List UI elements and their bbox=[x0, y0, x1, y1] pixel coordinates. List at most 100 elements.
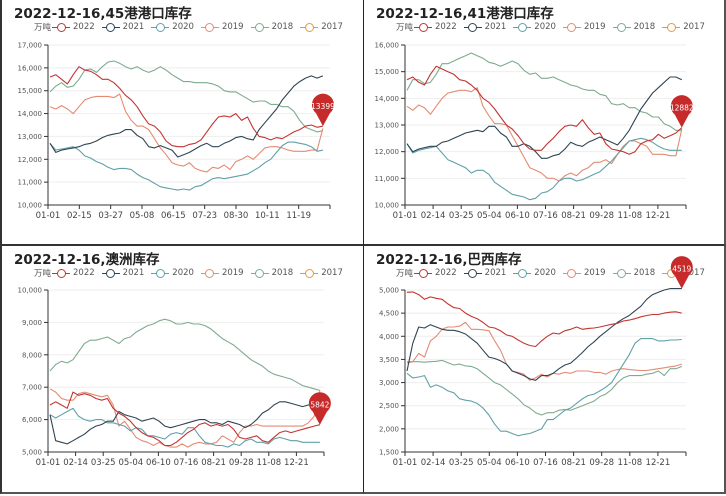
x-tick-label: 03-25 bbox=[449, 458, 474, 468]
markpoint-pin[interactable]: 12882 bbox=[670, 95, 694, 128]
legend-item-2021[interactable]: 2021 bbox=[463, 22, 506, 32]
legend-item-2020[interactable]: 2020 bbox=[151, 22, 194, 32]
chart-panel-45-ports: 2022-12-16,45港港口库存 万吨 2022 2021 2020 2019 201… bbox=[0, 0, 364, 246]
legend-label: 2019 bbox=[221, 22, 244, 32]
series-line-2022 bbox=[406, 291, 682, 348]
x-tick-label: 01-01 bbox=[36, 458, 61, 468]
legend-item-2020[interactable]: 2020 bbox=[151, 268, 194, 278]
x-tick-label: 11-19 bbox=[286, 211, 311, 221]
series-line-2018 bbox=[49, 60, 324, 133]
y-tick-label: 14,000 bbox=[375, 95, 400, 103]
x-tick-label: 05-04 bbox=[477, 458, 502, 468]
x-tick-label: 05-08 bbox=[130, 211, 155, 221]
x-tick-label: 05-04 bbox=[477, 211, 502, 221]
y-tick-label: 12,000 bbox=[18, 156, 43, 164]
x-tick-label: 10-11 bbox=[255, 211, 280, 221]
legend-label: 2018 bbox=[271, 22, 294, 32]
legend-item-2019[interactable]: 2019 bbox=[200, 268, 244, 278]
x-tick-label: 11-08 bbox=[617, 211, 642, 221]
y-tick-label: 11,000 bbox=[375, 175, 400, 183]
legend-marker-icon bbox=[151, 22, 170, 32]
legend-marker-icon bbox=[52, 22, 71, 32]
legend-item-2021[interactable]: 2021 bbox=[101, 22, 145, 32]
x-tick-label: 06-15 bbox=[161, 211, 186, 221]
series-line-2021 bbox=[49, 399, 321, 445]
y-tick-label: 1,500 bbox=[379, 449, 399, 457]
chart-legend: 万吨 2022 2021 2020 2019 2018 2017 bbox=[34, 21, 350, 33]
legend-marker-icon bbox=[250, 22, 269, 32]
legend-unit: 万吨 bbox=[34, 23, 52, 33]
x-tick-label: 06-10 bbox=[146, 458, 171, 468]
y-tick-label: 13,000 bbox=[375, 122, 400, 130]
markpoint-pin[interactable]: 13399 bbox=[311, 93, 335, 127]
y-tick-label: 5,000 bbox=[22, 449, 42, 457]
x-tick-label: 09-28 bbox=[229, 458, 254, 468]
legend-label: 2020 bbox=[534, 268, 556, 278]
legend-label: 2018 bbox=[271, 268, 294, 278]
legend-item-2020[interactable]: 2020 bbox=[513, 268, 556, 278]
series-line-2022 bbox=[406, 65, 683, 155]
series-line-2018 bbox=[49, 318, 321, 391]
legend-item-2017[interactable]: 2017 bbox=[662, 22, 705, 32]
legend-label: 2018 bbox=[633, 22, 656, 32]
legend-item-2022[interactable]: 2022 bbox=[414, 22, 457, 32]
y-tick-label: 12,000 bbox=[375, 148, 400, 156]
legend-item-2019[interactable]: 2019 bbox=[562, 268, 606, 278]
x-tick-label: 08-21 bbox=[201, 458, 226, 468]
legend-label: 2019 bbox=[583, 22, 606, 32]
y-tick-label: 8,000 bbox=[22, 351, 42, 359]
y-tick-label: 7,000 bbox=[22, 384, 42, 392]
y-tick-label: 13,000 bbox=[18, 133, 43, 141]
markpoint-value: 12882 bbox=[670, 104, 694, 113]
x-tick-label: 07-16 bbox=[533, 458, 558, 468]
y-tick-label: 16,000 bbox=[18, 64, 43, 72]
pin-shape-icon bbox=[670, 95, 693, 128]
series-line-2019 bbox=[406, 321, 682, 381]
legend-item-2018[interactable]: 2018 bbox=[250, 22, 294, 32]
legend-marker-icon bbox=[612, 268, 631, 278]
legend-item-2021[interactable]: 2021 bbox=[463, 268, 506, 278]
y-tick-label: 4,000 bbox=[379, 333, 399, 341]
y-tick-label: 17,000 bbox=[18, 42, 43, 50]
legend-label: 2022 bbox=[435, 22, 457, 32]
legend-label: 2022 bbox=[73, 268, 95, 278]
legend-marker-icon bbox=[52, 268, 71, 278]
legend-label: 2018 bbox=[633, 268, 656, 278]
legend-marker-icon bbox=[414, 268, 433, 278]
legend-item-2018[interactable]: 2018 bbox=[250, 268, 294, 278]
markpoint-pin[interactable]: 4519 bbox=[670, 256, 693, 289]
legend-label: 2021 bbox=[122, 268, 145, 278]
y-tick-label: 10,000 bbox=[18, 202, 43, 210]
x-tick-label: 03-27 bbox=[98, 211, 123, 221]
legend-label: 2021 bbox=[122, 22, 145, 32]
legend-item-2019[interactable]: 2019 bbox=[200, 22, 244, 32]
legend-item-2022[interactable]: 2022 bbox=[52, 22, 95, 32]
legend-item-2017[interactable]: 2017 bbox=[300, 268, 343, 278]
y-tick-label: 15,000 bbox=[375, 68, 400, 76]
markpoint-pin[interactable]: 5842 bbox=[308, 392, 331, 425]
legend-item-2021[interactable]: 2021 bbox=[101, 268, 145, 278]
legend-marker-icon bbox=[101, 22, 120, 32]
legend-item-2020[interactable]: 2020 bbox=[513, 22, 556, 32]
series-line-2022 bbox=[49, 66, 324, 148]
legend-unit: 万吨 bbox=[396, 23, 414, 33]
series-line-2019 bbox=[406, 87, 683, 182]
legend-item-2022[interactable]: 2022 bbox=[52, 268, 95, 278]
y-tick-label: 14,000 bbox=[18, 110, 43, 118]
chart-legend: 万吨 2022 2021 2020 2019 2018 2017 bbox=[396, 267, 712, 279]
x-tick-label: 08-21 bbox=[561, 458, 586, 468]
series-line-2021 bbox=[406, 288, 682, 381]
legend-marker-icon bbox=[513, 22, 532, 32]
chart-title: 2022-12-16,41港港口库存 bbox=[376, 6, 554, 22]
chart-panel-australia: 2022-12-16,澳洲库存 万吨 2022 2021 2020 2019 2018 20… bbox=[0, 246, 364, 494]
legend-item-2018[interactable]: 2018 bbox=[612, 268, 656, 278]
legend-item-2019[interactable]: 2019 bbox=[562, 22, 606, 32]
legend-item-2017[interactable]: 2017 bbox=[300, 22, 343, 32]
y-tick-label: 5,000 bbox=[379, 287, 399, 295]
series-line-2022 bbox=[49, 391, 321, 447]
legend-item-2022[interactable]: 2022 bbox=[414, 268, 457, 278]
x-tick-label: 01-01 bbox=[393, 458, 418, 468]
markpoint-value: 13399 bbox=[311, 102, 335, 111]
legend-item-2018[interactable]: 2018 bbox=[612, 22, 656, 32]
legend-marker-icon bbox=[463, 22, 482, 32]
